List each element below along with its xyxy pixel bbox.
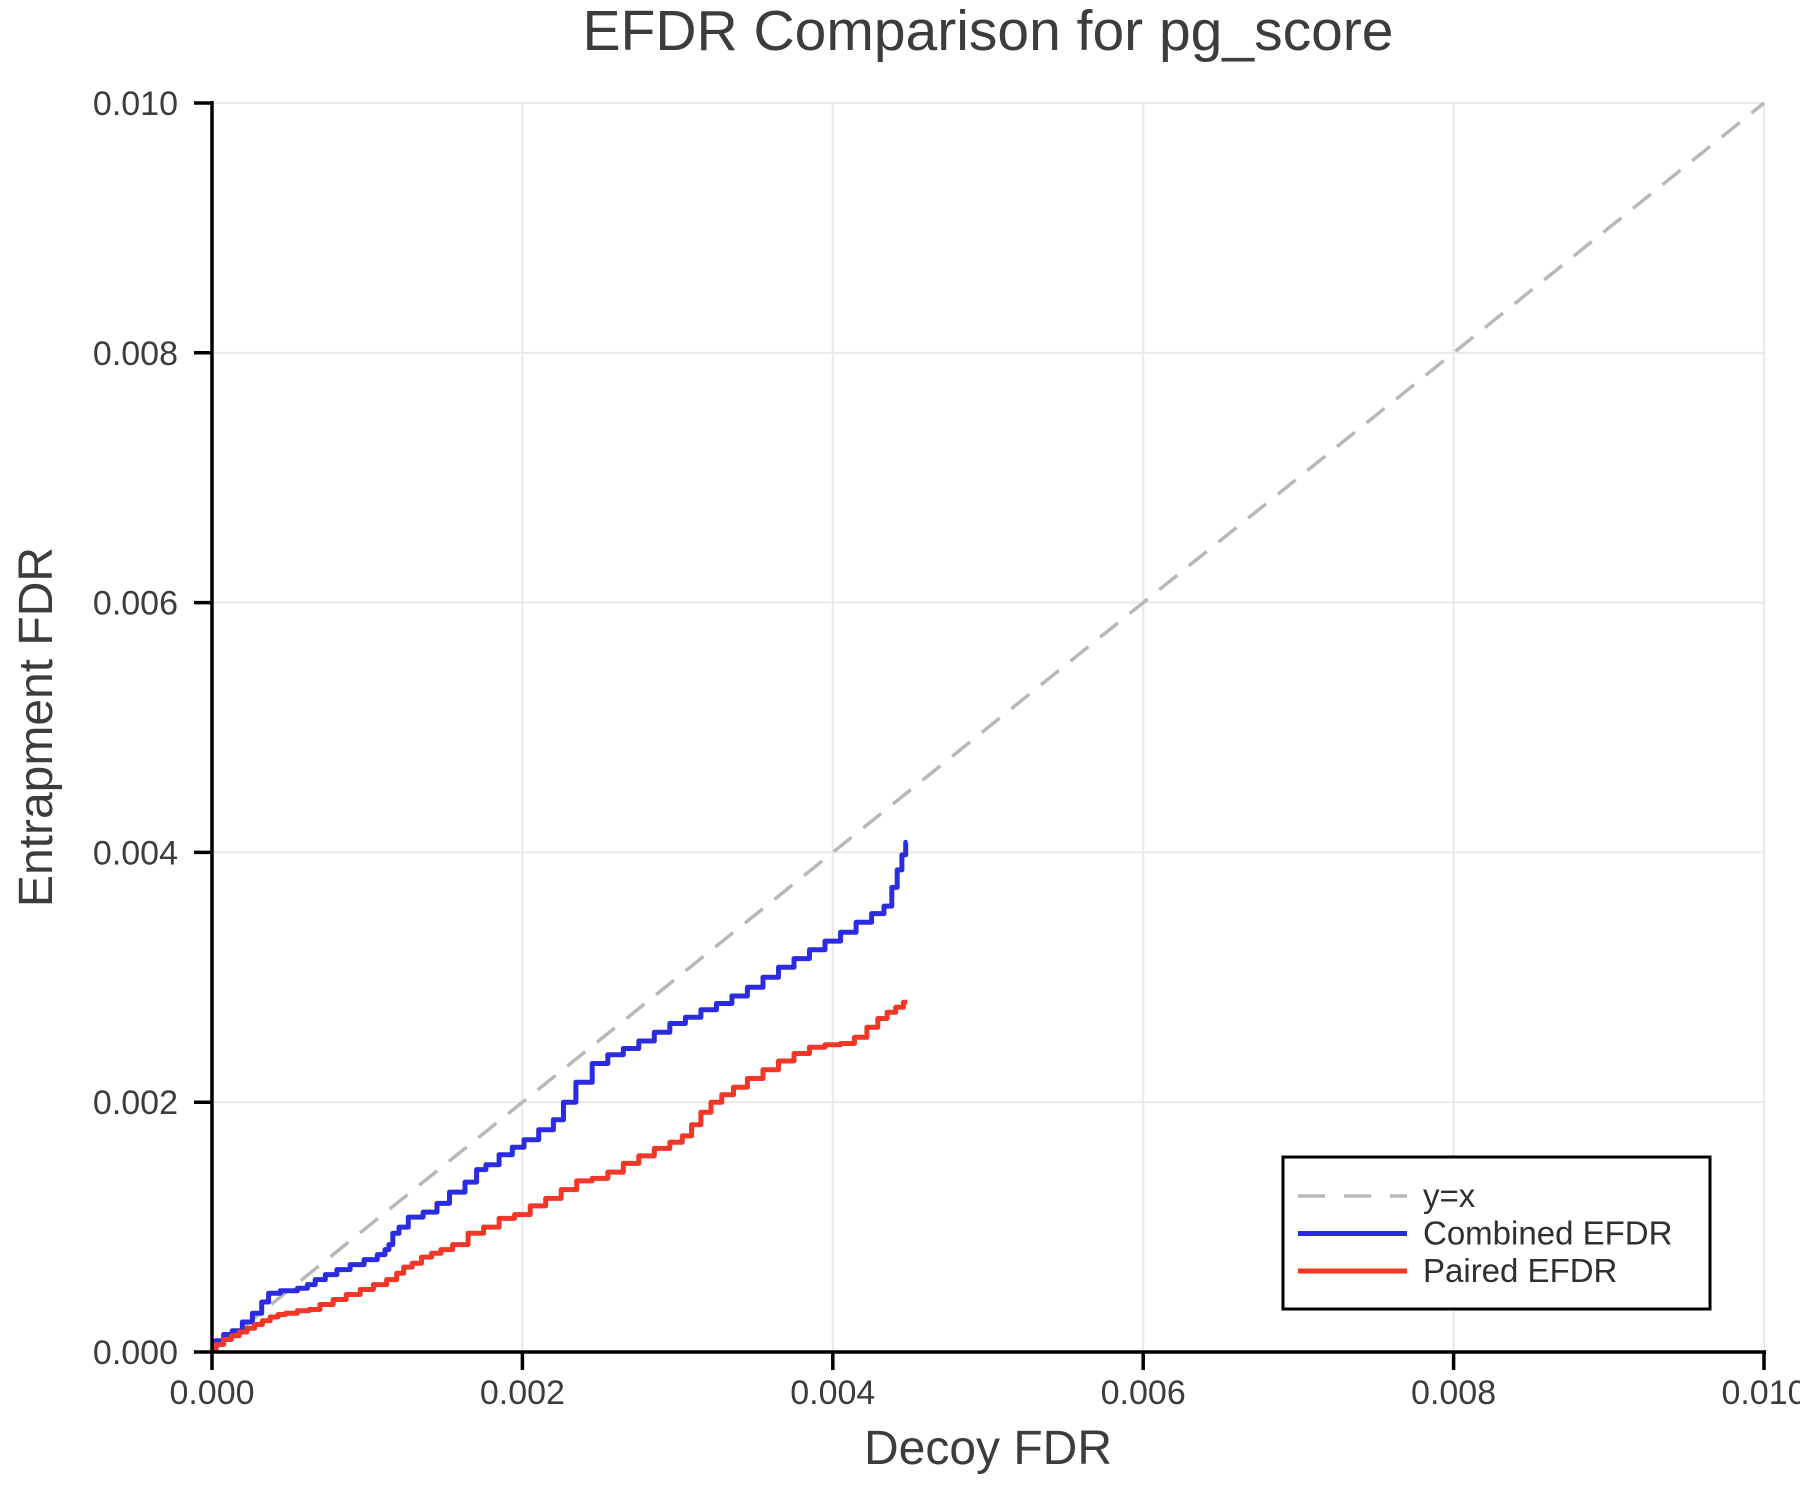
x-tick-label: 0.004 bbox=[790, 1374, 875, 1412]
axes-spines bbox=[210, 101, 1766, 1354]
x-tick-label: 0.008 bbox=[1411, 1374, 1496, 1412]
axes-ticks bbox=[194, 101, 1766, 1370]
x-axis-label: Decoy FDR bbox=[864, 1422, 1112, 1475]
x-tick-label: 0.000 bbox=[169, 1374, 254, 1412]
y-tick-label: 0.008 bbox=[93, 335, 178, 373]
tick-labels: 0.000 0.002 0.004 0.006 0.008 0.010 0.000 0.002… bbox=[93, 85, 1800, 1412]
series-lines bbox=[210, 101, 1766, 1354]
y-tick-label: 0.010 bbox=[93, 85, 178, 123]
y-tick-label: 0.000 bbox=[93, 1334, 178, 1372]
paired-efdr-line bbox=[212, 999, 908, 1352]
y-tick-label: 0.006 bbox=[93, 585, 178, 623]
chart-title: EFDR Comparison for pg_score bbox=[583, 0, 1394, 63]
legend-label-y-equals-x: y=x bbox=[1423, 1177, 1476, 1214]
legend-label-combined-efdr: Combined EFDR bbox=[1423, 1215, 1672, 1252]
y-tick-label: 0.004 bbox=[93, 834, 178, 872]
legend-label-paired-efdr: Paired EFDR bbox=[1423, 1252, 1617, 1289]
x-tick-label: 0.006 bbox=[1101, 1374, 1186, 1412]
y-tick-label: 0.002 bbox=[93, 1084, 178, 1122]
x-tick-label: 0.002 bbox=[480, 1374, 565, 1412]
combined-efdr-line bbox=[212, 839, 909, 1352]
y-axis-label: Entrapment FDR bbox=[10, 547, 63, 907]
y-equals-x-line bbox=[210, 101, 1766, 1354]
x-tick-label: 0.010 bbox=[1721, 1374, 1800, 1412]
